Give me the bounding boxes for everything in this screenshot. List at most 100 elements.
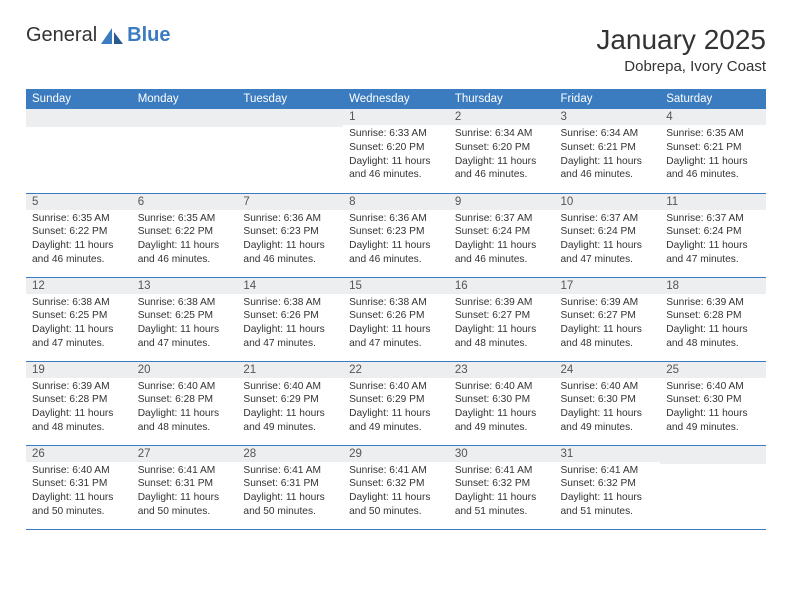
sunset-line: Sunset: 6:30 PM bbox=[455, 394, 530, 405]
sunset-line: Sunset: 6:23 PM bbox=[243, 226, 318, 237]
day-content bbox=[660, 464, 766, 524]
daylight-line: Daylight: 11 hours and 46 minutes. bbox=[138, 240, 219, 265]
day-number: 16 bbox=[449, 278, 555, 294]
day-content: Sunrise: 6:41 AMSunset: 6:32 PMDaylight:… bbox=[555, 462, 661, 523]
sunrise-line: Sunrise: 6:41 AM bbox=[243, 465, 321, 476]
calendar-body: 1Sunrise: 6:33 AMSunset: 6:20 PMDaylight… bbox=[26, 109, 766, 529]
daylight-line: Daylight: 11 hours and 47 minutes. bbox=[349, 324, 430, 349]
sunrise-line: Sunrise: 6:34 AM bbox=[561, 128, 639, 139]
sunrise-line: Sunrise: 6:41 AM bbox=[349, 465, 427, 476]
daylight-line: Daylight: 11 hours and 47 minutes. bbox=[32, 324, 113, 349]
day-content bbox=[237, 127, 343, 187]
day-content: Sunrise: 6:41 AM Sunset: 6:32 PM Daylight:… bbox=[343, 462, 449, 523]
sunrise-line: Sunrise: 6:35 AM bbox=[32, 213, 110, 224]
sunrise-line: Sunrise: 6:38 AM bbox=[243, 297, 321, 308]
weekday-header: Saturday bbox=[660, 89, 766, 109]
sunrise-line: Sunrise: 6:40 AM bbox=[243, 381, 321, 392]
weekday-header: Wednesday bbox=[343, 89, 449, 109]
calendar-row: 12Sunrise: 6:38 AMSunset: 6:25 PMDayligh… bbox=[26, 277, 766, 361]
day-content: Sunrise: 6:38 AMSunset: 6:26 PMDaylight:… bbox=[237, 294, 343, 355]
sunset-line: Sunset: 6:30 PM bbox=[561, 394, 636, 405]
day-content: Sunrise: 6:34 AMSunset: 6:20 PMDaylight:… bbox=[449, 125, 555, 186]
calendar-cell: 11Sunrise: 6:37 AMSunset: 6:24 PMDayligh… bbox=[660, 193, 766, 277]
day-number: 5 bbox=[26, 194, 132, 210]
sunrise-line: Sunrise: 6:41 AM bbox=[455, 465, 533, 476]
weekday-header: Thursday bbox=[449, 89, 555, 109]
calendar-cell: 7Sunrise: 6:36 AMSunset: 6:23 PMDaylight… bbox=[237, 193, 343, 277]
day-content: Sunrise: 6:39 AMSunset: 6:28 PMDaylight:… bbox=[660, 294, 766, 355]
day-content: Sunrise: 6:40 AMSunset: 6:31 PMDaylight:… bbox=[26, 462, 132, 523]
sunrise-line: Sunrise: 6:41 AM bbox=[138, 465, 216, 476]
daylight-line: Daylight: 11 hours and 49 minutes. bbox=[243, 408, 324, 433]
daylight-line: Daylight: 11 hours and 46 minutes. bbox=[32, 240, 113, 265]
sunset-line: Sunset: 6:24 PM bbox=[666, 226, 741, 237]
daylight-line: Daylight: 11 hours and 49 minutes. bbox=[349, 408, 430, 433]
sunrise-line: Sunrise: 6:33 AM bbox=[349, 128, 427, 139]
daylight-line: Daylight: 11 hours and 48 minutes. bbox=[561, 324, 642, 349]
sunset-line: Sunset: 6:31 PM bbox=[138, 478, 213, 489]
sunset-line: Sunset: 6:20 PM bbox=[349, 142, 424, 153]
day-number: 30 bbox=[449, 446, 555, 462]
day-content: Sunrise: 6:36 AMSunset: 6:23 PMDaylight:… bbox=[237, 210, 343, 271]
sunrise-line: Sunrise: 6:38 AM bbox=[32, 297, 110, 308]
sunset-line: Sunset: 6:20 PM bbox=[455, 142, 530, 153]
day-content: Sunrise: 6:39 AMSunset: 6:27 PMDaylight:… bbox=[449, 294, 555, 355]
day-number: 13 bbox=[132, 278, 238, 294]
sunset-line: Sunset: 6:32 PM bbox=[561, 478, 636, 489]
day-number: 29 bbox=[343, 446, 449, 462]
daylight-line: Daylight: 11 hours and 48 minutes. bbox=[666, 324, 747, 349]
day-content: Sunrise: 6:37 AMSunset: 6:24 PMDaylight:… bbox=[660, 210, 766, 271]
day-number: 28 bbox=[237, 446, 343, 462]
day-content: Sunrise: 6:40 AMSunset: 6:29 PMDaylight:… bbox=[343, 378, 449, 439]
day-content: Sunrise: 6:36 AMSunset: 6:23 PMDaylight:… bbox=[343, 210, 449, 271]
calendar-cell: 12Sunrise: 6:38 AMSunset: 6:25 PMDayligh… bbox=[26, 277, 132, 361]
calendar-row: 19Sunrise: 6:39 AMSunset: 6:28 PMDayligh… bbox=[26, 361, 766, 445]
sunrise-line: Sunrise: 6:40 AM bbox=[32, 465, 110, 476]
daylight-line: Daylight: 11 hours and 49 minutes. bbox=[561, 408, 642, 433]
daylight-line: Daylight: 11 hours and 46 minutes. bbox=[561, 156, 642, 181]
day-number: 6 bbox=[132, 194, 238, 210]
day-number: 11 bbox=[660, 194, 766, 210]
calendar-cell: 5Sunrise: 6:35 AMSunset: 6:22 PMDaylight… bbox=[26, 193, 132, 277]
day-content: Sunrise: 6:40 AM Sunset: 6:30 PM Daylight:… bbox=[555, 378, 661, 439]
calendar-cell: 6Sunrise: 6:35 AMSunset: 6:22 PMDaylight… bbox=[132, 193, 238, 277]
day-content: Sunrise: 6:38 AMSunset: 6:25 PMDaylight:… bbox=[132, 294, 238, 355]
day-content: Sunrise: 6:38 AMSunset: 6:25 PMDaylight:… bbox=[26, 294, 132, 355]
daylight-line: Daylight: 11 hours and 46 minutes. bbox=[666, 156, 747, 181]
calendar-cell: 14Sunrise: 6:38 AMSunset: 6:26 PMDayligh… bbox=[237, 277, 343, 361]
day-content: Sunrise: 6:35 AMSunset: 6:22 PMDaylight:… bbox=[132, 210, 238, 271]
sunrise-line: Sunrise: 6:40 AM bbox=[561, 381, 639, 392]
day-number: 24 bbox=[555, 362, 661, 378]
sunset-line: Sunset: 6:32 PM bbox=[349, 478, 424, 489]
sunrise-line: Sunrise: 6:38 AM bbox=[138, 297, 216, 308]
calendar-cell: 15Sunrise: 6:38 AMSunset: 6:26 PMDayligh… bbox=[343, 277, 449, 361]
daylight-line: Daylight: 11 hours and 46 minutes. bbox=[455, 156, 536, 181]
logo-text: General bbox=[26, 24, 97, 47]
sunset-line: Sunset: 6:28 PM bbox=[32, 394, 107, 405]
day-number: 17 bbox=[555, 278, 661, 294]
logo: General Blue bbox=[26, 24, 171, 47]
calendar-cell-empty bbox=[660, 445, 766, 529]
sunset-line: Sunset: 6:31 PM bbox=[32, 478, 107, 489]
sunset-line: Sunset: 6:24 PM bbox=[455, 226, 530, 237]
day-number: 8 bbox=[343, 194, 449, 210]
calendar-cell: 1Sunrise: 6:33 AMSunset: 6:20 PMDaylight… bbox=[343, 109, 449, 193]
daylight-line: Daylight: 11 hours and 50 minutes. bbox=[138, 492, 219, 517]
day-number: 14 bbox=[237, 278, 343, 294]
day-content: Sunrise: 6:40 AMSunset: 6:29 PMDaylight:… bbox=[237, 378, 343, 439]
day-number bbox=[26, 109, 132, 127]
day-content bbox=[26, 127, 132, 187]
daylight-line: Daylight: 11 hours and 50 minutes. bbox=[349, 492, 430, 517]
sunrise-line: Sunrise: 6:36 AM bbox=[349, 213, 427, 224]
calendar-cell: 28Sunrise: 6:41 AMSunset: 6:31 PMDayligh… bbox=[237, 445, 343, 529]
daylight-line: Daylight: 11 hours and 46 minutes. bbox=[349, 240, 430, 265]
day-number: 27 bbox=[132, 446, 238, 462]
calendar-cell: 30Sunrise: 6:41 AMSunset: 6:32 PMDayligh… bbox=[449, 445, 555, 529]
calendar-cell-empty bbox=[132, 109, 238, 193]
day-content: Sunrise: 6:40 AMSunset: 6:30 PMDaylight:… bbox=[449, 378, 555, 439]
logo-text-blue: Blue bbox=[127, 24, 170, 46]
calendar-row: 1Sunrise: 6:33 AMSunset: 6:20 PMDaylight… bbox=[26, 109, 766, 193]
daylight-line: Daylight: 11 hours and 48 minutes. bbox=[32, 408, 113, 433]
day-content: Sunrise: 6:37 AMSunset: 6:24 PMDaylight:… bbox=[449, 210, 555, 271]
sunset-line: Sunset: 6:29 PM bbox=[349, 394, 424, 405]
